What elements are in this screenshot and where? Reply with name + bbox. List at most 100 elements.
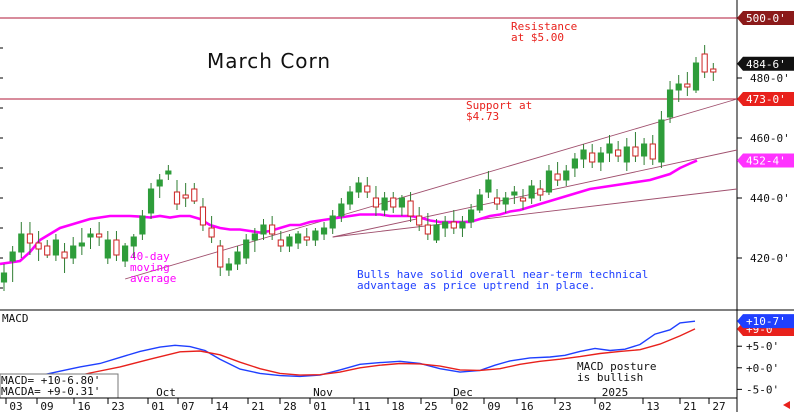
candle bbox=[0, 264, 8, 291]
x-axis-day-label: 13 bbox=[646, 400, 659, 412]
candle-body-down bbox=[208, 227, 215, 238]
candle bbox=[234, 246, 241, 270]
candle-body-up bbox=[312, 230, 319, 241]
price-annotation: Bulls have solid overall near-term techn… bbox=[357, 268, 648, 292]
candle-body-down bbox=[182, 194, 189, 199]
x-axis-day-label: 02 bbox=[455, 400, 468, 412]
candle-body-down bbox=[96, 233, 103, 238]
candle-body-up bbox=[398, 197, 405, 208]
candle-body-up bbox=[511, 191, 518, 196]
price-tag-label-box bbox=[737, 153, 794, 168]
candle-body-down bbox=[632, 146, 639, 157]
candle-body-up bbox=[329, 215, 336, 229]
candle-body-up bbox=[571, 158, 578, 169]
candle-body-up bbox=[346, 191, 354, 205]
candle bbox=[701, 45, 708, 78]
candle bbox=[692, 57, 700, 93]
candle-body-up bbox=[476, 194, 483, 211]
candle bbox=[122, 243, 129, 267]
x-axis-day-label: 11 bbox=[357, 400, 370, 412]
candle bbox=[502, 192, 509, 213]
candle bbox=[9, 246, 16, 282]
candle-body-up bbox=[433, 224, 440, 241]
scroll-arrow-icon bbox=[783, 401, 790, 409]
candle-body-up bbox=[692, 62, 700, 91]
candle-body-down bbox=[35, 242, 42, 250]
candle-body-up bbox=[528, 185, 535, 199]
candle bbox=[320, 222, 328, 240]
candle-body-up bbox=[156, 179, 163, 187]
candle bbox=[173, 180, 181, 210]
candle bbox=[372, 186, 380, 216]
candle bbox=[424, 213, 431, 240]
x-axis-day-label: 01 bbox=[313, 400, 326, 412]
candle-body-up bbox=[295, 233, 302, 244]
candle-body-up bbox=[78, 242, 85, 247]
candle bbox=[182, 183, 189, 207]
candle-body-up bbox=[251, 233, 258, 241]
candle-body-up bbox=[165, 170, 172, 175]
price-tag-label: 484-6' bbox=[746, 58, 786, 71]
candle-body-up bbox=[666, 89, 674, 118]
candle bbox=[666, 81, 674, 123]
x-axis-day-label: 25 bbox=[424, 400, 437, 412]
macd-readout: MACD= +10-6.80' bbox=[1, 374, 100, 387]
candle bbox=[269, 216, 276, 240]
candle-body-up bbox=[641, 143, 648, 157]
candle bbox=[493, 189, 501, 210]
price-axis-tick-label: 420-0' bbox=[750, 252, 790, 265]
candle bbox=[381, 192, 388, 216]
candle-body-down bbox=[199, 206, 207, 226]
candle bbox=[433, 219, 440, 243]
candle-body-up bbox=[381, 197, 388, 211]
support-label: Support at $4.73 bbox=[466, 99, 532, 123]
price-tag-label-box bbox=[737, 56, 794, 71]
candle bbox=[96, 222, 103, 246]
candle-body-up bbox=[104, 239, 111, 259]
candle-body-down bbox=[450, 221, 457, 229]
candle bbox=[511, 186, 518, 204]
macd-axis-tick-label: +5-0' bbox=[746, 340, 779, 353]
x-axis-day-label: 01 bbox=[151, 400, 164, 412]
candle bbox=[615, 141, 622, 162]
candle-body-down bbox=[649, 143, 656, 160]
candle bbox=[390, 192, 397, 213]
candle-body-down bbox=[26, 233, 34, 244]
candle bbox=[597, 147, 604, 171]
candle bbox=[675, 75, 682, 102]
candle bbox=[156, 174, 163, 198]
candle bbox=[528, 180, 535, 204]
candle bbox=[468, 204, 475, 228]
price-tag-label-box bbox=[737, 11, 794, 25]
x-axis-day-label: 09 bbox=[40, 400, 53, 412]
candle bbox=[191, 183, 198, 204]
candle-body-up bbox=[139, 215, 146, 235]
candle bbox=[139, 210, 146, 240]
candle bbox=[295, 231, 302, 249]
x-axis-day-label: 21 bbox=[683, 400, 696, 412]
candle bbox=[346, 186, 354, 210]
candle bbox=[623, 138, 630, 171]
candle-body-down bbox=[407, 200, 414, 217]
trendline bbox=[124, 98, 738, 280]
candle-body-up bbox=[545, 170, 553, 193]
candle-body-up bbox=[243, 239, 250, 259]
x-axis-day-label: 28 bbox=[283, 400, 296, 412]
x-axis-day-label: 02 bbox=[598, 400, 611, 412]
x-axis-day-label: 23 bbox=[558, 400, 571, 412]
x-axis: 03 09 16 23 01 07 14 21 28 01 11 18 25 02 09 16 23 02 13 21… bbox=[0, 386, 790, 412]
resistance-label: Resistance at $5.00 bbox=[511, 20, 577, 44]
macd-panel-title: MACD bbox=[2, 312, 29, 325]
x-axis-day-label: 09 bbox=[487, 400, 500, 412]
candle bbox=[589, 144, 596, 168]
candle bbox=[338, 198, 345, 222]
candle bbox=[208, 216, 215, 243]
x-axis-day-label: 16 bbox=[77, 400, 90, 412]
candle bbox=[113, 231, 120, 261]
candle bbox=[563, 165, 570, 186]
candle bbox=[217, 240, 224, 276]
candle-body-up bbox=[0, 272, 8, 283]
